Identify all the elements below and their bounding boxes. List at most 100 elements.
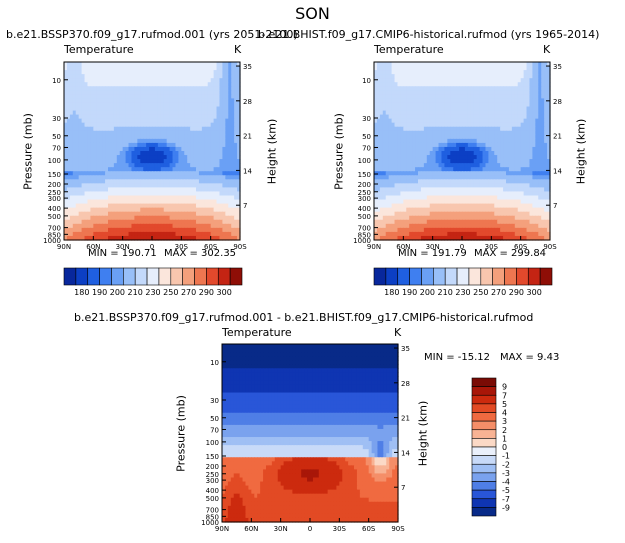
left-cell <box>125 171 130 176</box>
right-cell <box>529 211 533 217</box>
right-cell <box>462 211 466 217</box>
right-cell <box>397 155 401 160</box>
right-cell <box>418 110 422 116</box>
left-cell <box>184 183 188 189</box>
left-cell <box>66 159 71 164</box>
left-cell <box>125 211 130 217</box>
left-cell <box>181 167 185 172</box>
right-cell <box>423 66 428 71</box>
left-cell <box>152 227 156 233</box>
right-cell <box>494 159 498 164</box>
right-cell <box>438 86 443 91</box>
left-cell <box>99 163 103 168</box>
right-cell <box>415 159 419 164</box>
left-cell <box>110 171 115 176</box>
right-cell <box>485 155 489 160</box>
left-cell <box>160 235 165 241</box>
right-cell <box>494 82 498 87</box>
left-cell <box>134 179 138 184</box>
right-cell <box>462 118 466 124</box>
left-cell <box>131 199 135 205</box>
right-cell <box>517 122 522 128</box>
left-cell <box>163 106 168 112</box>
right-cell <box>374 142 378 148</box>
left-cell <box>166 138 171 144</box>
right-cell <box>453 195 457 201</box>
right-cell <box>526 134 531 140</box>
left-cell <box>131 82 135 87</box>
right-cell <box>456 138 460 144</box>
left-cell <box>131 151 135 156</box>
left-cell <box>146 187 150 193</box>
left-cell <box>108 231 112 237</box>
right-cell <box>497 74 501 79</box>
left-cell <box>105 187 109 193</box>
right-cell <box>432 126 437 132</box>
left-cell <box>154 179 159 184</box>
right-cell <box>479 86 484 91</box>
right-cell <box>447 163 451 168</box>
right-cell <box>403 82 407 87</box>
right-cell <box>482 207 487 213</box>
right-cell <box>532 142 536 148</box>
left-cell <box>196 66 200 71</box>
right-cell <box>382 118 387 124</box>
right-cell <box>467 207 472 213</box>
left-cell <box>69 134 74 140</box>
left-cell <box>102 207 106 213</box>
left-cell <box>166 183 171 189</box>
right-cell <box>526 207 531 213</box>
left-cell <box>93 195 97 201</box>
right-cell <box>464 211 469 217</box>
left-cell <box>75 114 80 120</box>
left-cell <box>160 231 165 237</box>
right-cell <box>511 82 516 87</box>
right-cell <box>420 183 425 189</box>
right-cell <box>406 118 410 124</box>
right-cell <box>435 110 440 116</box>
left-cell <box>78 183 83 189</box>
left-cell <box>228 70 232 75</box>
right-cell <box>462 114 466 120</box>
left-cell <box>140 167 144 172</box>
right-cell <box>412 70 416 75</box>
left-cell <box>93 223 97 229</box>
left-cell <box>128 78 133 83</box>
left-cell <box>87 90 91 95</box>
left-cell <box>157 86 162 91</box>
right-cell <box>382 142 387 148</box>
left-cell <box>146 94 150 100</box>
right-cell <box>418 70 422 75</box>
left-cell <box>157 118 162 124</box>
left-cell <box>193 86 197 91</box>
left-cell <box>237 231 241 237</box>
left-cell <box>187 163 191 168</box>
left-cell <box>99 179 103 184</box>
right-cell <box>403 191 407 197</box>
left-cell <box>110 167 115 172</box>
left-cell <box>225 171 229 176</box>
left-cell <box>143 227 147 233</box>
left-cell <box>78 179 83 184</box>
left-cell <box>225 159 229 164</box>
left-cell <box>134 114 138 120</box>
right-cell <box>526 195 531 201</box>
left-cell <box>207 187 212 193</box>
right-cell <box>420 90 425 95</box>
right-cell <box>494 106 498 112</box>
left-cell <box>198 66 203 71</box>
right-cell <box>544 183 548 189</box>
right-cell <box>441 138 445 144</box>
left-cell <box>204 98 209 104</box>
right-cell <box>438 207 443 213</box>
left-cell <box>119 211 124 217</box>
right-cell <box>409 110 413 116</box>
right-cell <box>503 78 507 83</box>
left-cell <box>143 231 147 237</box>
left-cell <box>149 102 153 108</box>
left-cell <box>66 134 71 140</box>
right-cell <box>511 171 516 176</box>
right-cell <box>473 86 478 91</box>
left-cell <box>204 151 209 156</box>
right-cell <box>388 195 393 201</box>
